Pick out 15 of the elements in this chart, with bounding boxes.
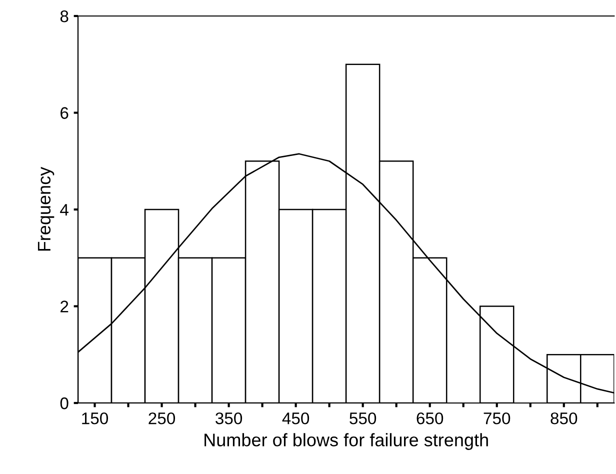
x-tick-label: 250 — [148, 412, 176, 424]
x-tick-label: 350 — [216, 412, 242, 424]
y-tick-label: 4 — [60, 204, 68, 216]
x-tick-label: 450 — [282, 412, 310, 424]
x-tick-label: 850 — [550, 412, 578, 424]
y-tick-label: 2 — [60, 300, 68, 312]
x-tick-label: 150 — [82, 412, 108, 424]
y-tick-label: 0 — [60, 397, 68, 410]
x-tick-label: 650 — [416, 412, 444, 424]
x-tick-label: 750 — [484, 412, 510, 424]
x-axis-title: Number of blows for failure strength — [204, 433, 488, 450]
y-tick-label: 6 — [60, 107, 68, 119]
x-tick-label: 550 — [350, 412, 376, 424]
y-tick-label: 8 — [60, 10, 68, 22]
y-axis-title: Frequency — [38, 166, 54, 251]
